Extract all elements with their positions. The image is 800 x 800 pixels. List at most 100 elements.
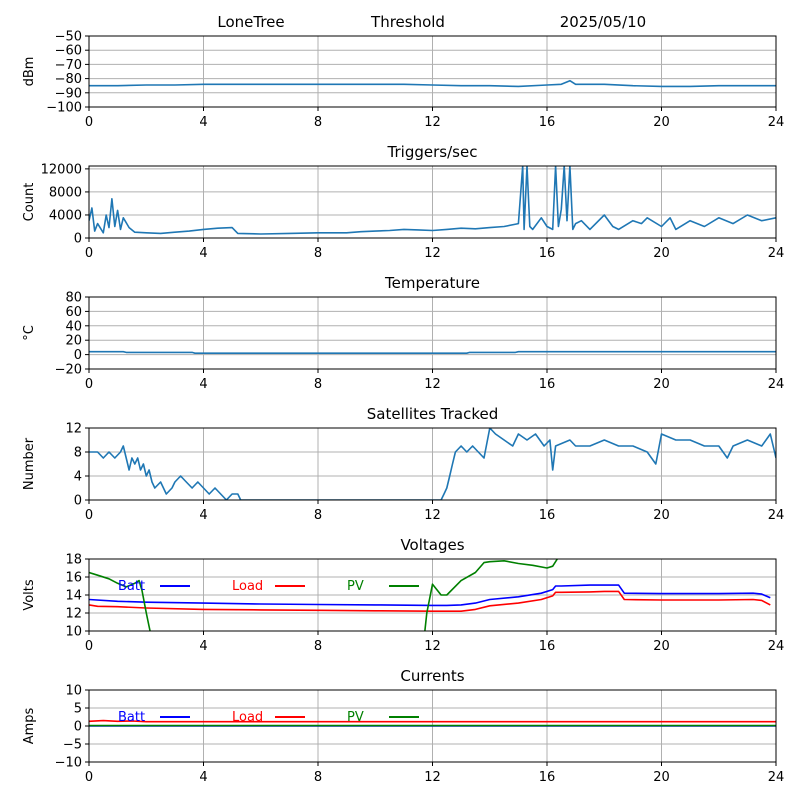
y-tick-label: 80 xyxy=(65,291,82,306)
y-tick-label: −70 xyxy=(55,58,82,73)
x-tick-label: 20 xyxy=(653,639,670,654)
series-line-0 xyxy=(89,350,776,355)
x-tick-label: 0 xyxy=(85,377,93,392)
panel-title: Voltages xyxy=(400,536,464,554)
y-tick-label: 8 xyxy=(74,446,82,461)
x-tick-label: 8 xyxy=(314,639,322,654)
x-tick-label: 16 xyxy=(539,770,556,785)
legend-label-batt: Batt xyxy=(118,579,145,594)
x-tick-label: 24 xyxy=(768,246,785,261)
plot-frame xyxy=(88,689,777,763)
x-tick-label: 16 xyxy=(539,508,556,523)
y-axis-label: Number xyxy=(22,437,37,490)
y-tick-label: −80 xyxy=(55,72,82,87)
y-tick-label: −50 xyxy=(55,30,82,45)
x-tick-label: 24 xyxy=(768,639,785,654)
x-tick-label: 0 xyxy=(85,508,93,523)
y-axis-label: Amps xyxy=(22,707,37,744)
x-tick-label: 4 xyxy=(199,246,207,261)
panel-title: Currents xyxy=(400,667,464,685)
x-tick-label: 20 xyxy=(653,115,670,130)
series-line-load xyxy=(89,719,776,723)
x-tick-label: 0 xyxy=(85,639,93,654)
y-tick-label: 12 xyxy=(65,422,82,437)
y-tick-label: −60 xyxy=(55,44,82,59)
x-tick-label: 16 xyxy=(539,246,556,261)
panel-0: 0 4 8 12 16 20 24 −50−60−70−80−90−100 dBm xyxy=(22,30,784,131)
x-tick-label: 12 xyxy=(424,377,441,392)
panel-1: 0 4 8 12 16 20 24 0 4000 8000 12000 Triggers/sec Cou… xyxy=(22,143,784,261)
plot-frame xyxy=(88,165,777,239)
y-tick-label: 0 xyxy=(74,494,82,509)
y-tick-label: 14 xyxy=(65,589,82,604)
series-line-0 xyxy=(89,166,776,235)
x-tick-label: 8 xyxy=(314,508,322,523)
y-tick-label: 40 xyxy=(65,319,82,334)
y-tick-label: 0 xyxy=(74,232,82,247)
series-line-batt xyxy=(89,584,771,607)
y-axis-label: Volts xyxy=(22,579,37,611)
y-tick-label: 12000 xyxy=(41,162,82,177)
x-tick-label: 12 xyxy=(424,246,441,261)
y-axis-label: Count xyxy=(22,183,37,222)
x-tick-label: 20 xyxy=(653,246,670,261)
y-tick-label: 4000 xyxy=(49,208,82,223)
x-tick-label: 8 xyxy=(314,770,322,785)
mode-label: Threshold xyxy=(370,13,445,31)
x-tick-label: 20 xyxy=(653,377,670,392)
y-tick-label: −20 xyxy=(55,363,82,378)
panel-title: Temperature xyxy=(384,274,480,292)
y-tick-label: 60 xyxy=(65,305,82,320)
y-tick-label: 20 xyxy=(65,334,82,349)
x-tick-label: 24 xyxy=(768,377,785,392)
x-tick-label: 4 xyxy=(199,115,207,130)
y-tick-label: 18 xyxy=(65,553,82,568)
x-tick-label: 4 xyxy=(199,639,207,654)
plot-frame xyxy=(88,427,777,501)
y-tick-label: 10 xyxy=(65,625,82,640)
x-tick-label: 12 xyxy=(424,639,441,654)
legend-label-pv: PV xyxy=(347,710,364,725)
x-tick-label: 20 xyxy=(653,508,670,523)
panel-3: 0 4 8 12 16 20 24 0 4 8 12 Satellites Tracked Number xyxy=(22,405,784,523)
legend-label-pv: PV xyxy=(347,579,364,594)
y-tick-label: 5 xyxy=(74,702,82,717)
y-axis-label: dBm xyxy=(22,57,37,87)
y-tick-label: −10 xyxy=(55,756,82,771)
y-tick-label: 12 xyxy=(65,607,82,622)
x-tick-label: 4 xyxy=(199,770,207,785)
x-tick-label: 16 xyxy=(539,115,556,130)
station-name: LoneTree xyxy=(217,13,284,31)
x-tick-label: 16 xyxy=(539,377,556,392)
x-tick-label: 24 xyxy=(768,770,785,785)
panel-4: 0 4 8 12 16 20 24 10 12 14 16 18 Batt Load PV Voltages V… xyxy=(22,536,785,654)
panel-title: Triggers/sec xyxy=(387,143,478,161)
x-tick-label: 0 xyxy=(85,246,93,261)
x-tick-label: 12 xyxy=(424,770,441,785)
x-tick-label: 0 xyxy=(85,115,93,130)
x-tick-label: 4 xyxy=(199,377,207,392)
plot-frame xyxy=(88,35,777,108)
y-tick-label: 8000 xyxy=(49,185,82,200)
panel-title: Satellites Tracked xyxy=(367,405,498,423)
series-line-0 xyxy=(89,79,776,88)
x-tick-label: 8 xyxy=(314,115,322,130)
y-tick-label: −90 xyxy=(55,86,82,101)
x-tick-label: 24 xyxy=(768,508,785,523)
y-tick-label: 4 xyxy=(74,470,82,485)
plot-frame xyxy=(88,558,777,632)
series-line-pv xyxy=(89,559,559,631)
plot-frame xyxy=(88,296,777,370)
y-tick-label: −100 xyxy=(46,101,82,116)
x-tick-label: 8 xyxy=(314,377,322,392)
x-tick-label: 16 xyxy=(539,639,556,654)
series-line-0 xyxy=(89,428,776,500)
panel-5: 0 4 8 12 16 20 24 10 5 0 −5 −10 Batt Load PV Currents Am… xyxy=(22,667,784,785)
legend-label-batt: Batt xyxy=(118,710,145,725)
y-tick-label: 16 xyxy=(65,571,82,586)
x-tick-label: 20 xyxy=(653,770,670,785)
x-tick-label: 12 xyxy=(424,508,441,523)
date-label: 2025/05/10 xyxy=(560,13,646,31)
legend-label-load: Load xyxy=(232,710,263,725)
